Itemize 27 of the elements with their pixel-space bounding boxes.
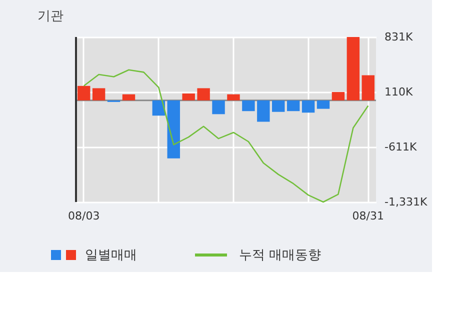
legend-label: 일별매매 <box>85 248 137 263</box>
line-series <box>83 69 369 203</box>
x-tick-label: 08/31 <box>352 210 384 222</box>
bar <box>272 100 285 112</box>
bar <box>182 94 195 100</box>
chart-title: 기관 <box>38 9 64 24</box>
bar <box>122 94 136 100</box>
bar <box>242 100 255 112</box>
y-tick-label: -1,331K <box>384 196 428 208</box>
bar <box>316 100 330 109</box>
bar <box>302 100 315 113</box>
y-tick-label: -611K <box>384 140 418 154</box>
bar <box>227 94 240 100</box>
y-tick-label: 110K <box>384 86 414 99</box>
bar <box>167 100 180 158</box>
bar <box>92 88 106 100</box>
x-tick-label: 08/03 <box>68 210 100 222</box>
bar <box>286 100 300 112</box>
bar <box>332 92 345 100</box>
bar <box>77 86 90 100</box>
bar <box>346 37 360 100</box>
bar <box>197 88 210 100</box>
bar <box>212 100 225 114</box>
y-tick-label: 831K <box>384 30 414 44</box>
bar <box>362 75 375 100</box>
bar <box>257 100 270 122</box>
legend-label: 누적 매매동향 <box>239 248 322 263</box>
